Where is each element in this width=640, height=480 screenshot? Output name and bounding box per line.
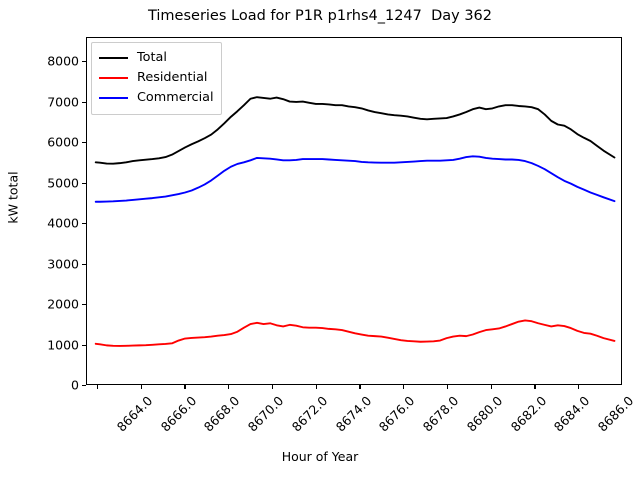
x-tick-label: 8672.0 [288, 393, 331, 435]
x-tick-label: 8668.0 [201, 393, 243, 435]
x-tick-label: 8682.0 [507, 393, 550, 435]
plot-lines [94, 96, 616, 347]
y-tick-label: 8000 [47, 53, 79, 69]
y-tick-mark [82, 304, 86, 306]
x-tick-mark [315, 385, 317, 389]
legend-swatch-residential-icon [99, 77, 128, 79]
y-tick-mark [82, 385, 86, 387]
y-tick-mark [82, 142, 86, 144]
x-tick-mark [184, 385, 186, 389]
x-tick-label: 8686.0 [595, 393, 637, 435]
y-tick-label: 3000 [47, 256, 79, 272]
y-tick-label: 0 [71, 377, 79, 393]
legend-entry-commercial[interactable]: Commercial [99, 88, 214, 108]
x-tick-mark [446, 385, 449, 389]
y-tick-label: 5000 [47, 175, 79, 191]
x-axis-label: Hour of Year [281, 449, 359, 464]
y-tick-mark [82, 61, 86, 63]
x-tick-mark [403, 385, 405, 389]
y-tick-label: 2000 [47, 296, 79, 312]
legend-label: Commercial [137, 89, 214, 105]
y-tick-label: 4000 [47, 215, 79, 231]
legend-entry-total[interactable]: Total [99, 48, 214, 68]
x-tick-label: 8680.0 [463, 393, 506, 435]
x-tick-mark [359, 385, 361, 389]
x-tick-mark [96, 385, 99, 389]
y-tick-label: 7000 [47, 94, 79, 110]
chart-legend: Total Residential Commercial [91, 42, 222, 115]
y-tick-mark [82, 101, 86, 103]
legend-swatch-commercial-icon [99, 97, 128, 99]
y-tick-mark [82, 223, 86, 225]
x-tick-mark [271, 385, 274, 389]
y-axis-tick-labels: 0 1000 2000 3000 4000 5000 6000 7000 8000 [0, 0, 79, 480]
x-tick-label: 8684.0 [551, 393, 593, 435]
series-line-residential [94, 319, 616, 347]
x-tick-label: 8664.0 [113, 393, 156, 435]
x-tick-mark [140, 385, 142, 389]
y-tick-mark [82, 344, 86, 346]
y-tick-mark [82, 182, 86, 184]
plot-area [86, 37, 622, 385]
y-tick-mark [82, 263, 86, 265]
legend-swatch-total-icon [99, 57, 128, 59]
x-tick-label: 8678.0 [420, 393, 462, 435]
legend-label: Total [137, 49, 167, 65]
legend-label: Residential [137, 69, 208, 85]
series-line-commercial [94, 155, 616, 203]
legend-entry-residential[interactable]: Residential [99, 68, 214, 88]
x-tick-mark [578, 385, 580, 389]
x-tick-mark [228, 385, 230, 389]
x-tick-mark [534, 385, 536, 389]
chart-title: Timeseries Load for P1R p1rhs4_1247 Day … [147, 8, 493, 24]
x-tick-label: 8666.0 [157, 393, 200, 435]
y-tick-label: 6000 [47, 134, 79, 150]
x-tick-label: 8674.0 [332, 393, 375, 435]
x-tick-label: 8676.0 [376, 393, 418, 435]
x-tick-label: 8670.0 [245, 393, 287, 435]
x-tick-mark [490, 385, 492, 389]
series-line-total [94, 96, 616, 165]
y-tick-label: 1000 [47, 337, 79, 353]
